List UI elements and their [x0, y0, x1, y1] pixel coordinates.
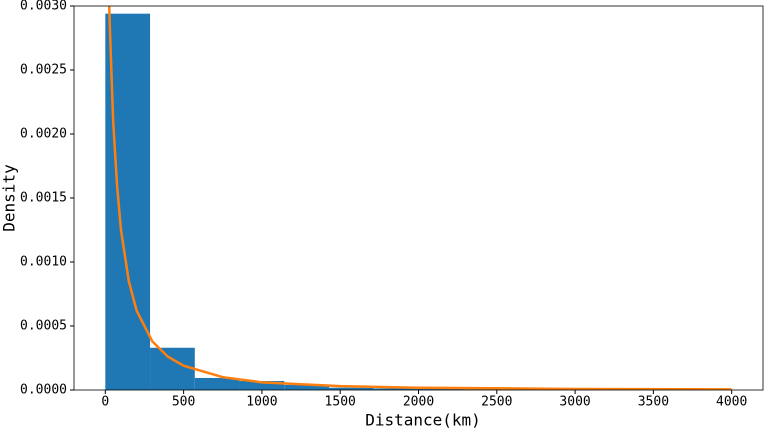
y-tick-label: 0.0020 — [20, 127, 67, 142]
plot-area — [105, 6, 732, 390]
x-tick-label: 3000 — [559, 395, 590, 410]
fit-curve — [107, 6, 732, 390]
x-tick-label: 0 — [101, 395, 109, 410]
x-tick-label: 500 — [172, 395, 195, 410]
y-axis-title: Density — [0, 164, 19, 232]
x-axis-title: Distance(km) — [365, 411, 481, 430]
bar — [284, 384, 330, 390]
bar — [194, 377, 240, 390]
bar — [373, 388, 419, 390]
y-tick-label: 0.0000 — [20, 383, 67, 398]
x-tick-label: 3500 — [638, 395, 669, 410]
y-tick-label: 0.0030 — [20, 0, 67, 14]
x-tick-label: 1000 — [246, 395, 277, 410]
x-tick-label: 2500 — [481, 395, 512, 410]
bar — [418, 388, 464, 390]
bar — [239, 381, 285, 390]
plot-frame — [73, 5, 764, 391]
y-tick-label: 0.0010 — [20, 255, 67, 270]
bar — [329, 387, 374, 390]
x-tick-label: 4000 — [716, 395, 747, 410]
y-tick-label: 0.0025 — [20, 63, 67, 78]
bar — [150, 347, 195, 390]
x-tick-label: 2000 — [403, 395, 434, 410]
x-tick-label: 1500 — [325, 395, 356, 410]
y-tick-label: 0.0005 — [20, 319, 67, 334]
y-tick-label: 0.0015 — [20, 191, 67, 206]
